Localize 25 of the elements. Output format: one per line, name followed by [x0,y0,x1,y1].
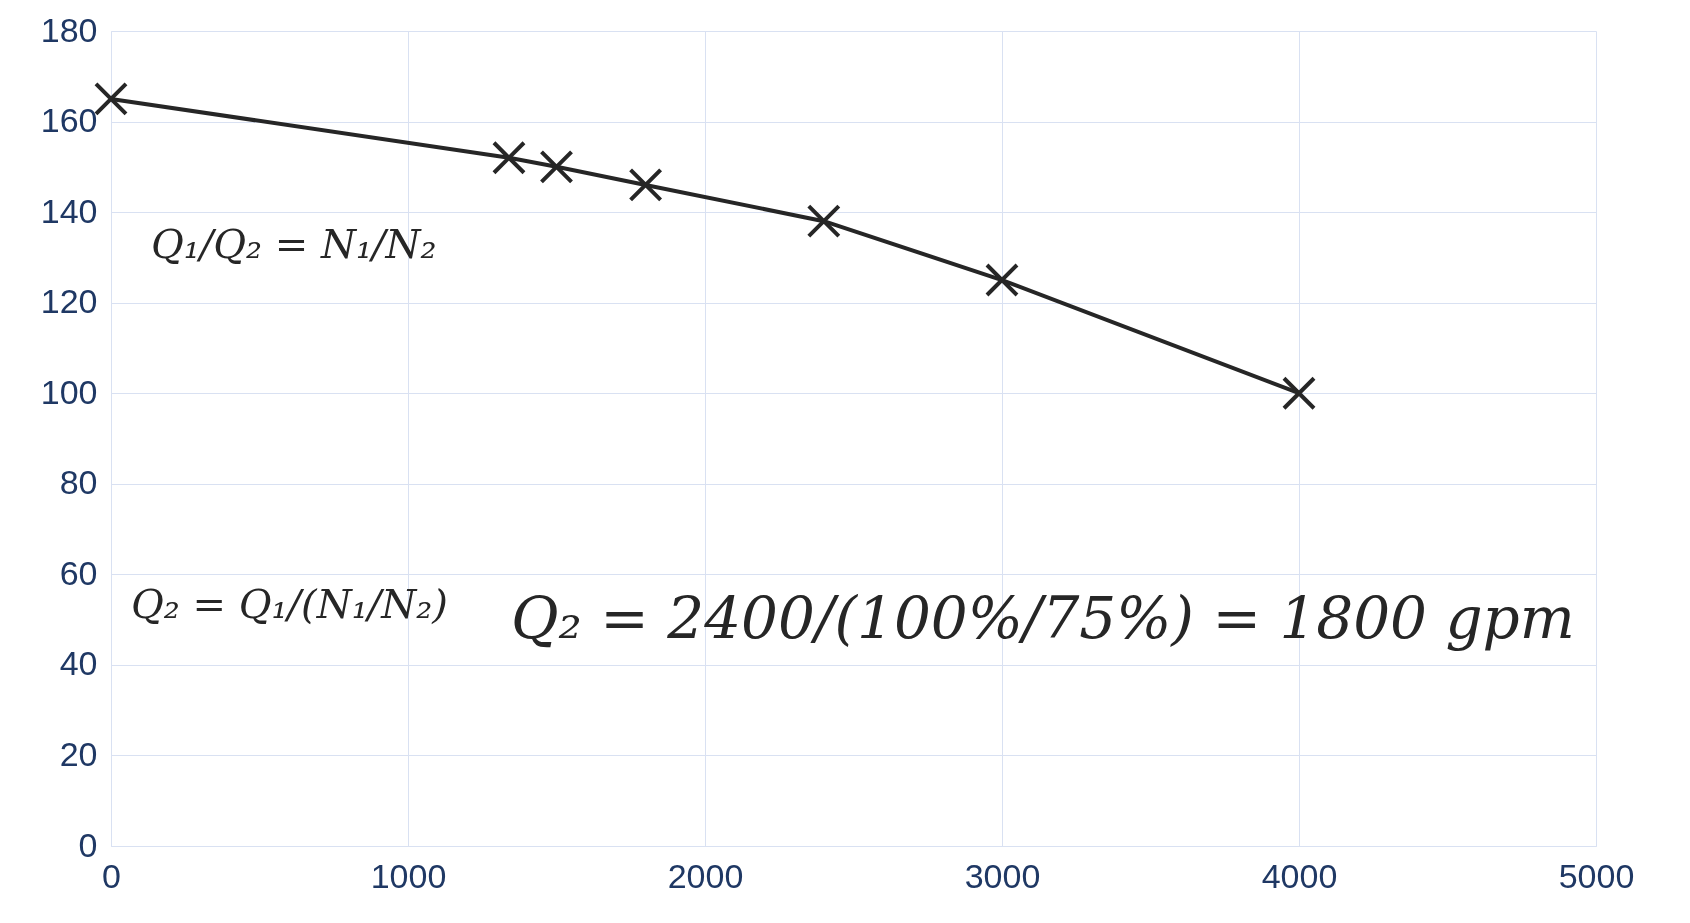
y-tick-label: 140 [40,191,98,230]
y-tick-label: 120 [40,282,98,321]
y-tick-label: 160 [40,101,98,140]
y-tick-label: 100 [40,372,98,411]
point [539,149,574,184]
y-tick-label: 0 [78,825,98,864]
x-tick-label: 2000 [667,856,744,895]
annotation: Q₂ = Q₁/(N₁/N₂) [131,581,448,627]
annotation: Q₁/Q₂ = N₁/N₂ [151,221,437,267]
point [628,167,663,202]
x-tick-label: 3000 [964,856,1041,895]
point [491,140,526,175]
y-tick-label: 180 [40,10,98,49]
y-tick-label: 80 [59,463,98,502]
annotation: Q₂ = 2400/(100%/75%) = 1800 gpm [511,584,1575,652]
point [1282,376,1316,411]
point [806,204,841,239]
y-tick-label: 20 [59,734,98,773]
point [94,81,128,116]
x-tick-label: 5000 [1558,856,1635,895]
y-tick-label: 40 [59,644,98,683]
y-tick-label: 60 [59,553,98,592]
x-tick-label: 4000 [1261,856,1338,895]
point [985,263,1019,298]
x-tick-label: 1000 [370,856,447,895]
